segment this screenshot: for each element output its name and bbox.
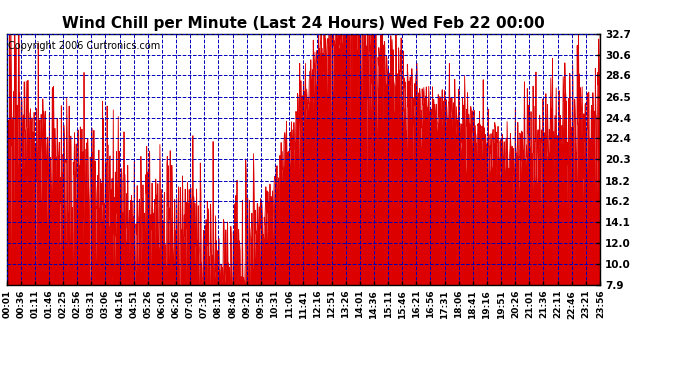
- Text: Copyright 2006 Curtronics.com: Copyright 2006 Curtronics.com: [8, 41, 160, 51]
- Title: Wind Chill per Minute (Last 24 Hours) Wed Feb 22 00:00: Wind Chill per Minute (Last 24 Hours) We…: [62, 16, 545, 31]
